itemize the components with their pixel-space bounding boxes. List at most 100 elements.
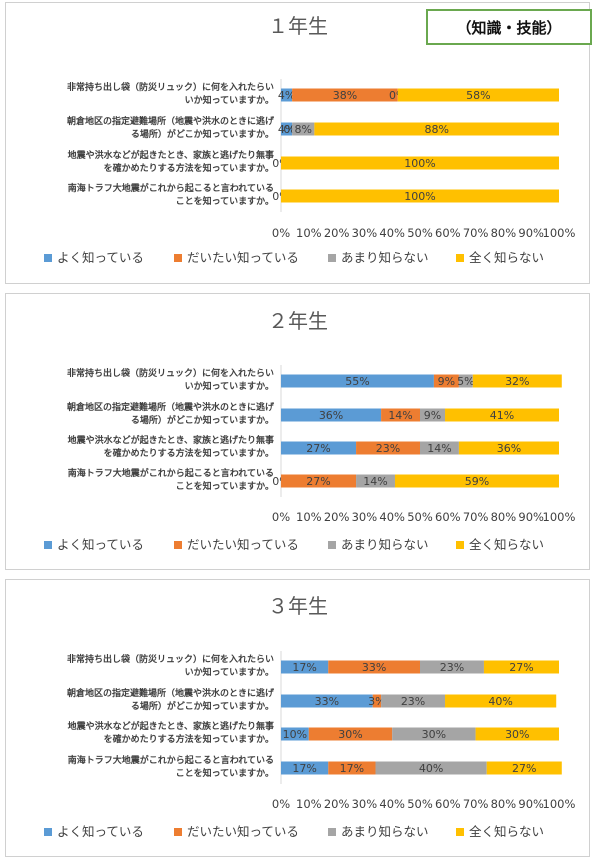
data-label: 27% [306,442,330,455]
data-label: 14% [388,409,412,422]
data-label: 100% [404,190,435,203]
x-tick-label: 90% [518,510,544,524]
data-label: 9% [424,409,441,422]
legend-swatch [456,828,464,836]
x-tick-label: 10% [296,797,322,811]
data-label: 41% [490,409,514,422]
legend-swatch [44,254,52,262]
bar-segment [372,694,382,708]
data-label: 58% [466,89,490,102]
x-tick-label: 10% [296,510,322,524]
x-tick-label: 60% [435,797,461,811]
legend-label: あまり知らない [341,824,429,839]
x-tick-label: 0% [272,510,290,524]
x-tick-label: 70% [463,797,489,811]
legend-swatch [456,541,464,549]
data-label: 30% [338,728,362,741]
data-label: 40% [419,762,443,775]
bar-segment [445,694,557,708]
bar-segment [420,660,484,674]
bar-segment [397,88,559,102]
chart-panel-grade3: ３年生 非常持ち出し袋（防災リュック）に何を入れたらい いか知っていますか。 朝倉地区… [5,579,590,857]
category-label: る場所）がどこか知っていますか。 [131,128,274,140]
bar-segment [375,761,487,775]
category-label: いか知っていますか。 [185,380,274,392]
legend-swatch [44,828,52,836]
data-label: 17% [292,762,316,775]
x-tick-label: 0% [272,226,290,240]
chart-panel-grade1: （知識・技能） １年生 非常持ち出し袋（防災リュック）に何を入れたらい いか知ってい… [5,2,592,284]
category-label: 非常持ち出し袋（防災リュック）に何を入れたらい [67,81,274,93]
category-label: 朝倉地区の指定避難場所（地震や洪水のときに逃げ [67,115,275,127]
legend-swatch [174,828,182,836]
data-label: 14% [363,475,387,488]
bar-segment [308,727,393,741]
x-tick-label: 80% [491,226,517,240]
category-label: いか知っていますか。 [185,666,274,678]
chart-panel-grade2: ２年生 非常持ち出し袋（防災リュック）に何を入れたらい いか知っていますか。 朝倉地区… [5,293,590,570]
data-label: 55% [345,375,369,388]
bar-segment [328,761,376,775]
bar-segment [458,374,473,388]
bar-segment [281,189,559,203]
bar-segment [281,761,329,775]
x-tick-label: 100% [543,226,576,240]
category-label: 南海トラフ大地震がこれから起こると言われている [68,467,274,479]
data-label: 100% [404,157,435,170]
bar-segment [281,408,382,422]
x-tick-label: 70% [463,226,489,240]
bar-segment [281,156,559,170]
data-label: 4% [278,89,295,102]
x-tick-label: 50% [407,226,433,240]
category-label: 非常持ち出し袋（防災リュック）に何を入れたらい [67,367,274,379]
x-tick-label: 40% [379,797,405,811]
legend-label: 全く知らない [469,824,544,839]
x-tick-label: 30% [352,510,378,524]
data-label: 30% [422,728,446,741]
data-label: 17% [292,661,316,674]
legend-label: だいたい知っている [187,824,299,839]
data-label: 32% [505,375,529,388]
x-tick-label: 40% [379,226,405,240]
x-tick-label: 20% [324,797,350,811]
data-label: 36% [497,442,521,455]
bar-segment [292,122,315,136]
bar-segment [328,660,420,674]
legend-swatch [174,541,182,549]
data-label: 23% [440,661,464,674]
category-label: を確かめたりする方法を知っていますか。 [104,733,274,745]
legend-label: だいたい知っている [187,537,299,552]
bar-segment [392,727,476,741]
legend-swatch [328,828,336,836]
data-label: 14% [427,442,451,455]
legend-label: よく知っている [57,250,144,265]
legend-label: よく知っている [57,824,144,839]
bar-segment [381,694,446,708]
legend-label: だいたい知っている [187,250,299,265]
stacked-bar-chart-grade1: １年生非常持ち出し袋（防災リュック）に何を入れたらいいか知っていますか。朝倉地区… [44,14,576,265]
legend-swatch [44,541,52,549]
bar-segment [483,660,559,674]
bar-segment [420,408,446,422]
data-label: 27% [509,661,533,674]
category-label: ことを知っていますか。 [176,480,274,492]
data-label: 40% [488,695,512,708]
data-label: 33% [362,661,386,674]
x-tick-label: 20% [324,510,350,524]
bar-segment [356,441,420,455]
x-tick-label: 60% [435,510,461,524]
category-label: 地震や洪水などが起きたとき、家族と逃げたり無事 [68,434,274,446]
bar-segment [314,122,559,136]
bar-segment [486,761,562,775]
x-tick-label: 20% [324,226,350,240]
bar-segment [472,374,562,388]
category-label: 朝倉地区の指定避難場所（地震や洪水のときに逃げ [67,687,275,699]
x-tick-label: 50% [407,510,433,524]
category-label: を確かめたりする方法を知っていますか。 [104,447,274,459]
x-tick-label: 100% [543,510,576,524]
bar-segment [475,727,559,741]
bar-segment [281,660,329,674]
category-label: る場所）がどこか知っていますか。 [131,414,274,426]
knowledge-skills-badge: （知識・技能） [426,9,592,45]
data-label: 10% [283,728,307,741]
